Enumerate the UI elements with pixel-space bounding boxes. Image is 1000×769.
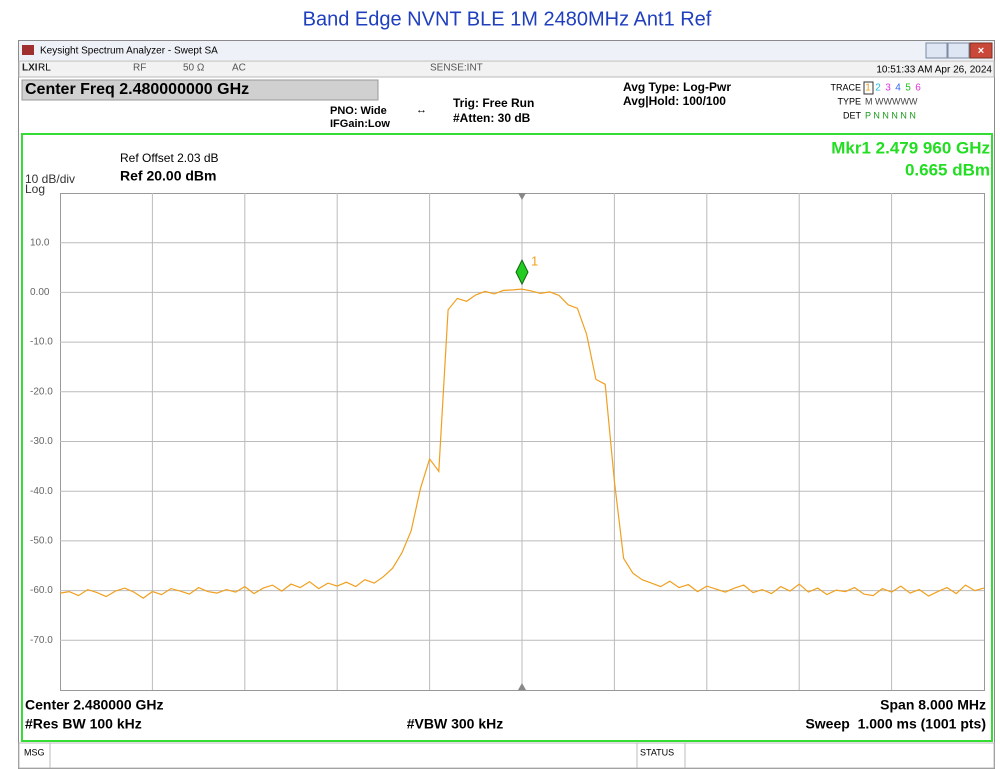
- page-title: Band Edge NVNT BLE 1M 2480MHz Ant1 Ref: [303, 8, 712, 30]
- close-icon: ×: [978, 45, 984, 57]
- atten: #Atten: 30 dB: [453, 111, 531, 125]
- y-tick-label: -70.0: [30, 635, 53, 646]
- y-tick-label: -50.0: [30, 536, 53, 547]
- y-tick-label: -60.0: [30, 585, 53, 596]
- clock: 10:51:33 AM Apr 26, 2024: [876, 65, 992, 76]
- center-mark: [518, 193, 526, 200]
- det-label: DET: [843, 110, 862, 120]
- footer-center: Center 2.480000 GHz: [25, 697, 164, 713]
- rf: RF: [133, 63, 146, 74]
- trace-number: 1: [865, 83, 871, 94]
- det-value: P N N N N N: [865, 110, 916, 120]
- ref-offset: Ref Offset 2.03 dB: [120, 151, 219, 165]
- impedance: 50 Ω: [183, 63, 205, 74]
- trig: Trig: Free Run: [453, 96, 534, 110]
- y-tick-label: -40.0: [30, 486, 53, 497]
- lxi-logo: LXI: [22, 63, 38, 74]
- center-mark: [518, 683, 526, 690]
- trace-number: 6: [915, 83, 921, 94]
- center-freq-box[interactable]: [21, 79, 379, 101]
- trace-label: TRACE: [830, 82, 861, 92]
- screen: [21, 133, 993, 742]
- marker-label: 1: [531, 254, 538, 269]
- avg-type: Avg Type: Log-Pwr: [623, 80, 731, 94]
- trace-number: 3: [885, 83, 891, 94]
- maximize-button[interactable]: [947, 42, 970, 59]
- footer-vbw: #VBW 300 kHz: [407, 716, 503, 732]
- trace-number: 5: [905, 83, 911, 94]
- status: STATUS: [640, 747, 674, 757]
- rl: RL: [38, 63, 51, 74]
- ref-level: Ref 20.00 dBm: [120, 168, 216, 184]
- avg-hold: Avg|Hold: 100/100: [623, 94, 726, 108]
- type-value: M WWWWW: [865, 96, 918, 106]
- y-tick-label: 0.00: [30, 287, 50, 298]
- trace: [59, 288, 985, 599]
- window-title: Keysight Spectrum Analyzer - Swept SA: [40, 46, 218, 57]
- title-bar: [19, 41, 994, 60]
- close-button[interactable]: [969, 42, 993, 59]
- footer-sweep: Sweep 1.000 ms (1001 pts): [805, 716, 986, 732]
- y-tick-label: -10.0: [30, 337, 53, 348]
- msg: MSG: [24, 747, 45, 757]
- ifgain: IFGain:Low: [330, 118, 390, 130]
- pno: PNO: Wide: [330, 105, 387, 117]
- coupling: AC: [232, 63, 246, 74]
- log: Log: [25, 182, 45, 196]
- marker-level: 0.665 dBm: [905, 160, 990, 179]
- y-tick-label: -20.0: [30, 386, 53, 397]
- type-label: TYPE: [837, 96, 861, 106]
- center-freq: Center Freq 2.480000000 GHz: [25, 81, 249, 98]
- marker-freq: Mkr1 2.479 960 GHz: [831, 138, 990, 157]
- status-bar: [18, 742, 995, 769]
- trace-number: 4: [895, 83, 901, 94]
- active-trace-box: [863, 81, 874, 95]
- y-tick-label: -30.0: [30, 436, 53, 447]
- arrow-icon: ↔: [416, 104, 427, 116]
- marker: [515, 258, 529, 286]
- y-tick-label: 10.0: [30, 237, 50, 248]
- sense: SENSE:INT: [430, 63, 483, 74]
- status-row: [18, 60, 995, 78]
- app-icon: [22, 45, 34, 55]
- footer-rbw: #Res BW 100 kHz: [25, 716, 142, 732]
- scale: 10 dB/div: [25, 172, 75, 186]
- minimize-button[interactable]: [925, 42, 948, 59]
- footer-span: Span 8.000 MHz: [880, 697, 986, 713]
- trace-number: 2: [875, 83, 881, 94]
